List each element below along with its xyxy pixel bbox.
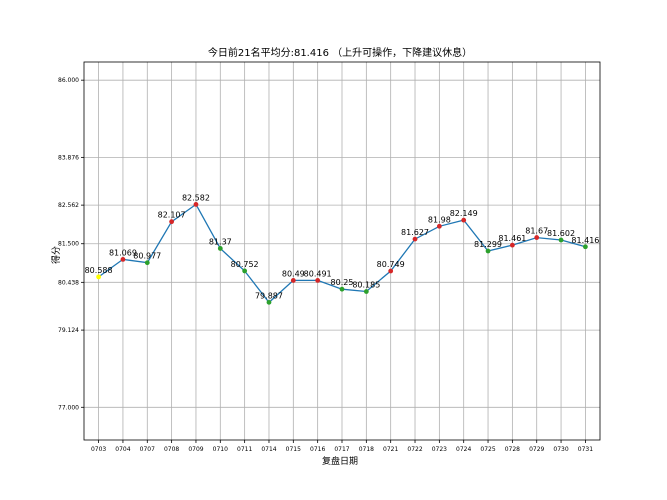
- x-tick-label: 0714: [261, 446, 276, 453]
- x-tick-label: 0722: [407, 446, 422, 453]
- data-point: [193, 202, 199, 207]
- x-tick-label: 0707: [140, 446, 155, 453]
- data-label: 81.602: [547, 229, 575, 238]
- data-point: [242, 268, 248, 274]
- y-tick-label: 81.500: [58, 241, 79, 248]
- data-label: 81.416: [571, 236, 599, 245]
- data-label: 81.461: [498, 234, 526, 243]
- data-label: 80.49: [282, 269, 305, 278]
- data-label: 80.977: [133, 252, 161, 261]
- chart-title: 今日前21名平均分:81.416 （上升可操作，下降建议休息）: [208, 46, 472, 59]
- y-tick-label: 77.000: [58, 404, 79, 411]
- x-tick-label: 0710: [213, 446, 228, 453]
- data-label: 80.749: [377, 260, 405, 269]
- data-point: [412, 236, 418, 242]
- x-tick-label: 0716: [310, 446, 325, 453]
- y-tick-label: 83.876: [58, 154, 79, 161]
- data-label: 80.185: [352, 281, 380, 290]
- x-tick-label: 0724: [456, 446, 471, 453]
- x-tick-label: 0731: [578, 446, 593, 453]
- data-point: [266, 299, 272, 305]
- x-tick-label: 0709: [188, 446, 203, 453]
- data-point: [315, 278, 321, 283]
- x-tick-label: 0715: [286, 446, 301, 453]
- data-point: [290, 278, 296, 283]
- data-point: [339, 286, 345, 292]
- data-label: 80.752: [231, 260, 259, 269]
- x-tick-label: 0729: [529, 446, 544, 453]
- x-tick-label: 0718: [359, 446, 374, 453]
- data-point: [363, 289, 369, 294]
- x-tick-label: 0708: [164, 446, 179, 453]
- data-label: 82.582: [182, 193, 210, 202]
- y-tick-label: 86.000: [58, 77, 79, 84]
- data-point: [217, 246, 223, 251]
- y-tick-label: 80.438: [58, 279, 79, 286]
- data-label: 81.37: [209, 237, 232, 246]
- data-label: 81.67: [525, 227, 548, 236]
- data-point: [485, 248, 491, 254]
- data-point: [582, 244, 588, 250]
- y-tick-label: 79.124: [58, 327, 79, 334]
- data-point: [509, 242, 515, 248]
- data-label: 81.98: [428, 215, 451, 224]
- data-label: 81.627: [401, 228, 429, 237]
- y-tick-label: 82.562: [58, 202, 79, 209]
- data-label: 79.887: [255, 291, 283, 300]
- data-label: 80.491: [304, 269, 332, 278]
- x-tick-label: 0703: [91, 446, 106, 453]
- data-point: [120, 256, 126, 262]
- ticks-layer: 0703 0704 0707 0708 0709 0710 0711 0714 0715 0716…: [58, 77, 593, 453]
- x-tick-label: 0717: [334, 446, 349, 453]
- x-tick-label: 0721: [383, 446, 398, 453]
- points-layer: [96, 202, 588, 305]
- data-point: [96, 274, 102, 280]
- data-point: [558, 237, 564, 243]
- data-point: [461, 217, 467, 223]
- data-label: 80.25: [331, 278, 354, 287]
- x-tick-label: 0728: [505, 446, 520, 453]
- x-tick-label: 0711: [237, 446, 252, 453]
- data-point: [436, 223, 442, 229]
- x-axis-label: 复盘日期: [322, 455, 358, 467]
- x-tick-label: 0725: [480, 446, 495, 453]
- x-tick-label: 0730: [553, 446, 568, 453]
- data-label: 82.107: [158, 211, 186, 220]
- y-axis-label: 得分: [50, 246, 62, 264]
- data-label: 80.588: [85, 266, 113, 275]
- data-point: [534, 235, 540, 240]
- data-label: 82.149: [450, 209, 478, 218]
- x-tick-label: 0704: [115, 446, 130, 453]
- data-point: [144, 260, 150, 266]
- grid-layer: [84, 62, 600, 440]
- data-point: [169, 219, 175, 225]
- data-label: 81.069: [109, 248, 137, 257]
- data-point: [388, 268, 394, 274]
- data-label: 81.299: [474, 240, 502, 249]
- x-tick-label: 0723: [432, 446, 447, 453]
